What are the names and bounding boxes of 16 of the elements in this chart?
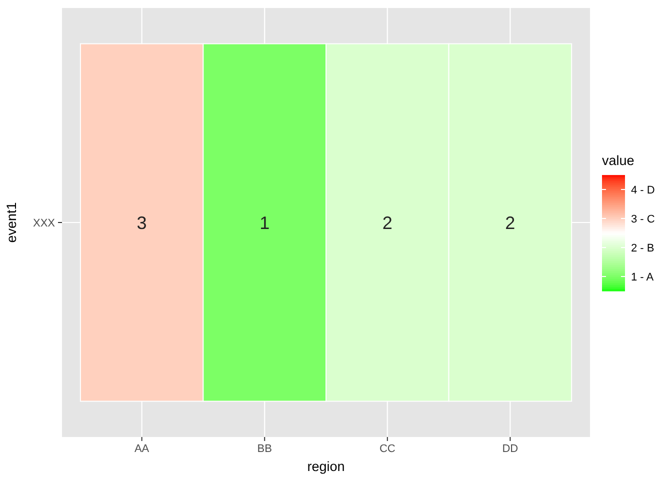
color-bar-label: 4 - D <box>631 184 655 196</box>
x-tick-label: BB <box>257 443 272 455</box>
y-axis-title: event1 <box>4 202 19 243</box>
legend-title: value <box>602 153 634 168</box>
x-axis-title: region <box>307 459 345 474</box>
data-label: 3 <box>136 212 147 233</box>
color-bar-label: 3 - C <box>631 213 655 226</box>
data-label: 2 <box>505 212 516 233</box>
x-tick-label: CC <box>379 443 396 455</box>
x-tick-label: DD <box>502 443 518 455</box>
data-label: 1 <box>260 212 270 233</box>
color-bar-label: 1 - A <box>631 271 654 284</box>
x-tick-label: AA <box>134 443 150 455</box>
data-label: 2 <box>382 212 392 233</box>
color-bar-label: 2 - B <box>631 242 654 254</box>
y-tick-label: XXX <box>32 217 56 230</box>
